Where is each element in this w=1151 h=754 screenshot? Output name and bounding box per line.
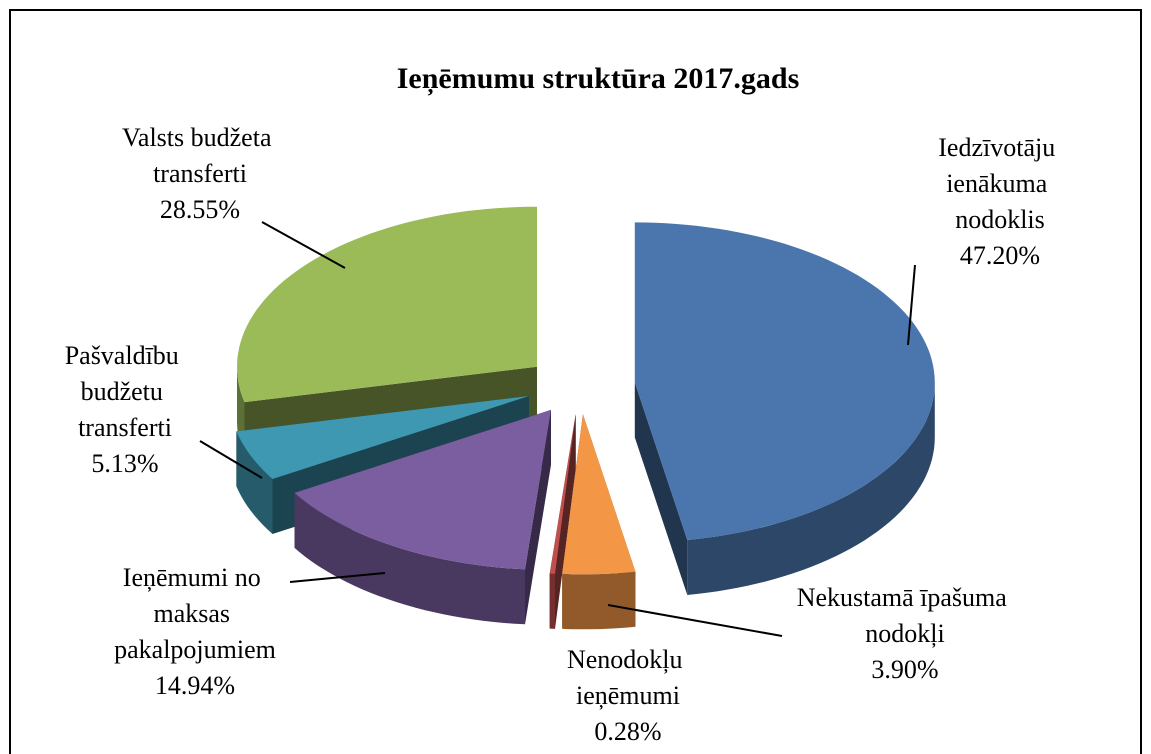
data-label-category: Nekustamā īpašuma nodokļi — [797, 583, 1014, 648]
slice-top — [634, 222, 935, 540]
slice-wall — [294, 492, 525, 625]
leader-line — [607, 604, 783, 637]
slice-wall — [562, 571, 636, 630]
data-label-value: 3.90% — [871, 655, 938, 684]
chart-title: Ieņēmumu struktūra 2017.gads — [397, 62, 800, 96]
data-label-value: 14.94% — [155, 671, 235, 700]
slice-top — [549, 414, 576, 574]
chart-border — [9, 9, 1142, 754]
leader-line — [289, 572, 386, 583]
pie-slice — [549, 414, 576, 629]
data-label-value: 47.20% — [960, 241, 1040, 270]
data-label-category: Iedzīvotāju ienākuma nodoklis — [938, 133, 1061, 234]
leader-line — [907, 264, 916, 346]
data-label-category: Valsts budžeta transferti — [122, 123, 278, 188]
slice-side — [634, 382, 688, 595]
data-label-category: Pašvaldību budžetu transferti — [65, 341, 186, 442]
slice-wall — [687, 382, 935, 595]
slice-top — [236, 396, 529, 479]
slice-top — [294, 409, 551, 570]
pie-slice — [294, 409, 551, 625]
data-label-category: Nenodokļu ieņēmumi — [567, 645, 689, 710]
slice-wall — [236, 431, 273, 534]
data-label-value: 0.28% — [594, 717, 661, 746]
data-label-value: 5.13% — [91, 449, 158, 478]
data-label-value: 28.55% — [160, 195, 240, 224]
pie-slice — [562, 414, 636, 630]
slice-top — [237, 206, 537, 403]
slice-wall — [549, 573, 555, 629]
slice-top — [562, 414, 636, 575]
data-label-category: Ieņēmumi no maksas pakalpojumiem — [114, 563, 276, 664]
pie-slice — [634, 222, 935, 595]
leader-line — [199, 440, 263, 479]
slice-side — [549, 414, 576, 629]
leader-line — [261, 221, 346, 269]
